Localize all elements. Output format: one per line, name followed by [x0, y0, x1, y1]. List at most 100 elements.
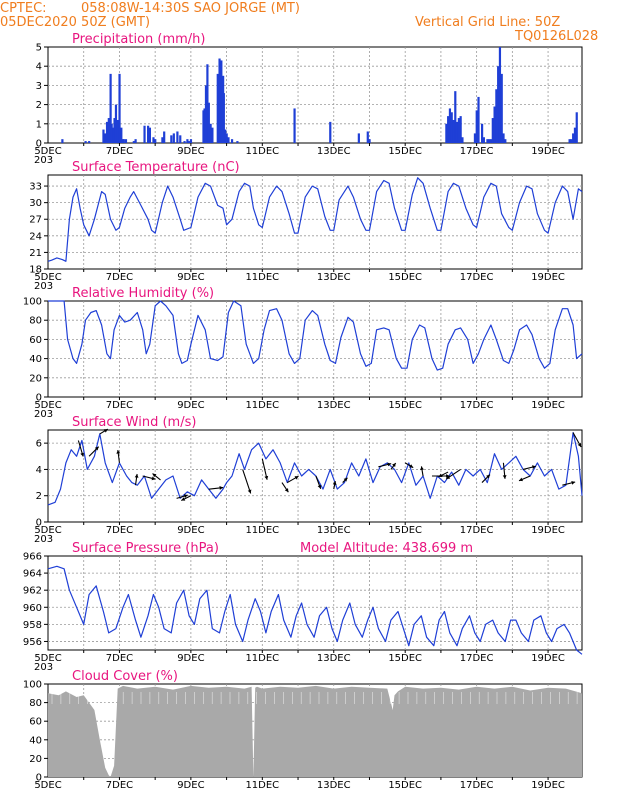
y-tick-label: 0 [36, 393, 42, 404]
precip-bar [570, 139, 573, 143]
precip-bar [109, 73, 112, 143]
wind-vector-head [134, 474, 139, 478]
y-tick-label: 18 [29, 265, 42, 276]
x-tick-label: 19DEC [531, 525, 565, 536]
precip-bar [188, 141, 191, 143]
x-tick-label: 17DEC [460, 272, 494, 283]
x-tick-label: 5DEC [34, 653, 61, 664]
x-tick-label: 5DEC [34, 400, 61, 411]
precip-bar [154, 139, 157, 143]
x-tick-label: 5DEC [34, 780, 61, 791]
x-tick-label: 17DEC [460, 653, 494, 664]
x-tick-label: 7DEC [106, 653, 133, 664]
x-tick-label: 7DEC [106, 272, 133, 283]
series-line [47, 177, 583, 262]
x-tick-label: 11DEC [245, 525, 279, 536]
x-tick-label: 7DEC [106, 146, 133, 157]
y-tick-label: 100 [23, 297, 42, 308]
wind-vector-head [264, 475, 269, 480]
x-axis-year-stub: 203 [34, 662, 53, 673]
grid-note-label: Vertical Grid Line: 50Z [415, 15, 561, 30]
precip-bar [204, 85, 208, 143]
precip-bar [107, 118, 110, 143]
y-tick-label: 958 [23, 620, 42, 631]
precip-bar [209, 123, 212, 143]
x-tick-label: 19DEC [531, 653, 565, 664]
precip-bar [504, 139, 507, 143]
wind-vector-head [438, 473, 443, 478]
precip-bar [163, 131, 166, 143]
x-tick-label: 13DEC [317, 653, 351, 664]
precip-bar [152, 137, 155, 143]
precip-bar [134, 139, 137, 143]
series-line [48, 300, 583, 371]
precip-bar [473, 133, 477, 143]
x-tick-label: 5DEC [34, 146, 61, 157]
precip-bar [293, 108, 296, 143]
precip-bar [189, 139, 193, 143]
y-tick-label: 40 [29, 354, 42, 365]
precip-bar [84, 141, 87, 143]
x-tick-label: 13DEC [317, 400, 351, 411]
panel-frame [47, 46, 583, 144]
y-tick-label: 964 [23, 569, 42, 580]
x-tick-label: 15DEC [388, 146, 422, 157]
x-axis-year-stub: 203 [34, 281, 53, 292]
wind-vector-head [219, 486, 224, 490]
x-tick-label: 15DEC [388, 272, 422, 283]
precip-bar [447, 116, 450, 143]
wind-vector-head [531, 465, 536, 469]
wind-vector-head [502, 475, 507, 479]
date-label: 05DEC2020 50Z (GMT) [0, 15, 151, 30]
panel-annotation: Model Altitude: 438.699 m [300, 541, 473, 556]
x-tick-label: 15DEC [388, 525, 422, 536]
x-tick-label: 11DEC [245, 400, 279, 411]
y-tick-label: 0 [36, 139, 42, 150]
precip-bar [211, 127, 214, 143]
x-tick-label: 9DEC [177, 272, 204, 283]
wind-vector-head [183, 494, 188, 498]
precip-bar [112, 127, 115, 143]
y-tick-label: 20 [29, 754, 42, 765]
panel-frame [47, 300, 583, 398]
x-tick-label: 19DEC [531, 400, 565, 411]
panel-frame [47, 555, 583, 651]
x-tick-label: 13DEC [317, 780, 351, 791]
wind-vector-head [294, 476, 299, 480]
wind-vector-head [392, 463, 396, 467]
precip-bar [222, 93, 225, 143]
precip-bar [114, 104, 118, 143]
chart-panel-5 [44, 555, 583, 655]
wind-vector-head [80, 452, 84, 457]
y-tick-label: 60 [29, 717, 42, 728]
precip-bar [357, 133, 360, 143]
x-tick-label: 7DEC [106, 780, 133, 791]
precip-bar [203, 108, 206, 143]
precip-bar [329, 121, 332, 143]
panel-title: Precipitation (mm/h) [72, 32, 205, 47]
precip-bar [120, 127, 123, 143]
x-tick-label: 15DEC [388, 400, 422, 411]
precip-bar [461, 137, 464, 143]
precip-bar [220, 60, 223, 143]
precip-bar [568, 139, 571, 143]
precip-bar [179, 135, 182, 143]
precip-bar [236, 141, 239, 143]
precip-bar [459, 116, 462, 143]
precip-bar [216, 73, 219, 143]
y-tick-label: 33 [29, 182, 42, 193]
wind-vector-head [332, 481, 337, 485]
precip-bar [450, 112, 453, 143]
precip-bar [366, 131, 369, 143]
wind-vector-head [284, 488, 289, 493]
x-tick-label: 9DEC [177, 146, 204, 157]
precip-bar [486, 139, 489, 143]
precip-bar [227, 137, 230, 143]
x-tick-label: 17DEC [460, 400, 494, 411]
y-tick-label: 6 [36, 439, 42, 450]
precip-bar [206, 64, 209, 143]
precip-bar [224, 129, 227, 143]
x-axis-year-stub: 203 [34, 534, 53, 545]
wind-vector-head [151, 476, 156, 481]
chart-panel-1 [44, 46, 583, 146]
